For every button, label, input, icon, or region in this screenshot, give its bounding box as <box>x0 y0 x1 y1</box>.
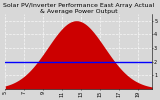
Title: Solar PV/Inverter Performance East Array Actual & Average Power Output: Solar PV/Inverter Performance East Array… <box>3 3 154 14</box>
